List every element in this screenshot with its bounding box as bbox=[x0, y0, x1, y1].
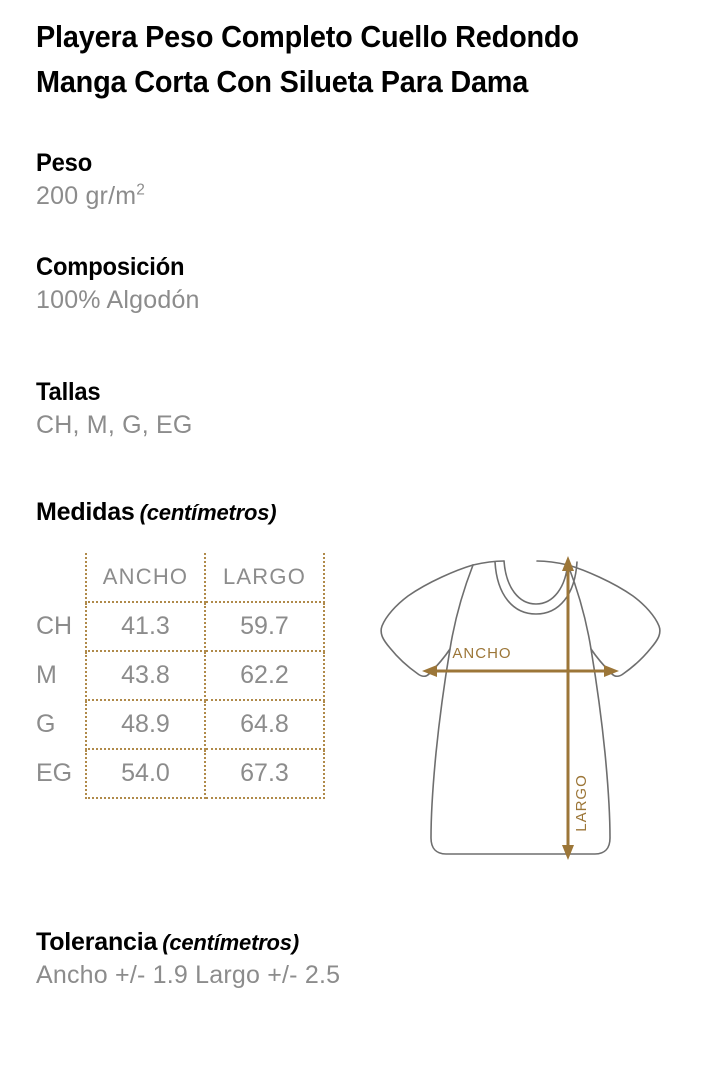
cell-ancho: 41.3 bbox=[85, 602, 206, 652]
tolerancia-value: Ancho +/- 1.9 Largo +/- 2.5 bbox=[36, 961, 341, 989]
table-row: CH 41.3 59.7 bbox=[30, 602, 325, 652]
cell-largo: 64.8 bbox=[204, 700, 325, 750]
spec-peso-unit-superscript: 2 bbox=[136, 181, 146, 199]
cell-ancho: 48.9 bbox=[85, 700, 206, 750]
tolerancia-heading: Tolerancia (centímetros) bbox=[36, 928, 516, 957]
largo-label: LARGO bbox=[573, 774, 590, 832]
tshirt-diagram: ANCHO LARGO bbox=[378, 548, 678, 873]
medidas-heading-unit: (centímetros) bbox=[139, 500, 277, 525]
ancho-arrowhead-left bbox=[422, 665, 437, 677]
spec-tallas: Tallas CH, M, G, EG bbox=[36, 377, 516, 442]
table-row: G 48.9 64.8 bbox=[30, 700, 325, 750]
tolerancia-heading-unit: (centímetros) bbox=[162, 930, 299, 955]
arrow-heads bbox=[422, 556, 619, 860]
ancho-arrowhead-right bbox=[604, 665, 619, 677]
spec-composicion-label: Composición bbox=[36, 253, 185, 281]
spec-tallas-value: CH, M, G, EG bbox=[36, 411, 193, 439]
largo-arrowhead-top bbox=[562, 556, 574, 571]
page-title: Playera Peso Completo Cuello Redondo Man… bbox=[36, 19, 579, 99]
measurement-arrows bbox=[430, 563, 611, 853]
tshirt-outline-icon bbox=[380, 560, 661, 855]
cell-largo: 62.2 bbox=[204, 651, 325, 701]
tolerancia-heading-label: Tolerancia bbox=[36, 928, 158, 956]
spec-peso-value: 200 gr/m2 bbox=[36, 180, 516, 213]
spec-tallas-label: Tallas bbox=[36, 378, 101, 406]
table-row: EG 54.0 67.3 bbox=[30, 749, 325, 799]
cell-largo: 67.3 bbox=[204, 749, 325, 799]
cell-ancho: 54.0 bbox=[85, 749, 206, 799]
spec-tolerancia: Tolerancia (centímetros) Ancho +/- 1.9 La… bbox=[36, 928, 516, 992]
cell-ancho: 43.8 bbox=[85, 651, 206, 701]
spec-peso: Peso 200 gr/m2 bbox=[36, 148, 516, 213]
cell-largo: 59.7 bbox=[204, 602, 325, 652]
row-size-label: CH bbox=[36, 612, 73, 640]
spec-composicion: Composición 100% Algodón bbox=[36, 252, 516, 317]
spec-peso-value-text: 200 gr/m bbox=[36, 182, 137, 210]
spec-peso-label: Peso bbox=[36, 149, 93, 177]
column-header-largo: LARGO bbox=[204, 553, 325, 603]
medidas-heading-label: Medidas bbox=[36, 498, 135, 526]
measurements-table-head: ANCHO LARGO bbox=[30, 553, 325, 603]
medidas-heading: Medidas (centímetros) bbox=[36, 498, 277, 527]
measurements-table-body: CH 41.3 59.7 M 43.8 62.2 G 48.9 64.8 EG … bbox=[30, 602, 325, 799]
table-header-row: ANCHO LARGO bbox=[30, 553, 325, 603]
size-column-header bbox=[30, 553, 86, 602]
largo-arrowhead-bottom bbox=[562, 845, 574, 860]
row-size-label: G bbox=[36, 710, 56, 738]
measurements-table: ANCHO LARGO CH 41.3 59.7 M 43.8 62.2 G 4… bbox=[30, 553, 325, 799]
table-row: M 43.8 62.2 bbox=[30, 651, 325, 701]
row-size-label: EG bbox=[36, 759, 73, 787]
spec-composicion-value: 100% Algodón bbox=[36, 286, 200, 314]
ancho-label: ANCHO bbox=[452, 645, 511, 662]
column-header-ancho: ANCHO bbox=[85, 553, 206, 603]
row-size-label: M bbox=[36, 661, 57, 689]
